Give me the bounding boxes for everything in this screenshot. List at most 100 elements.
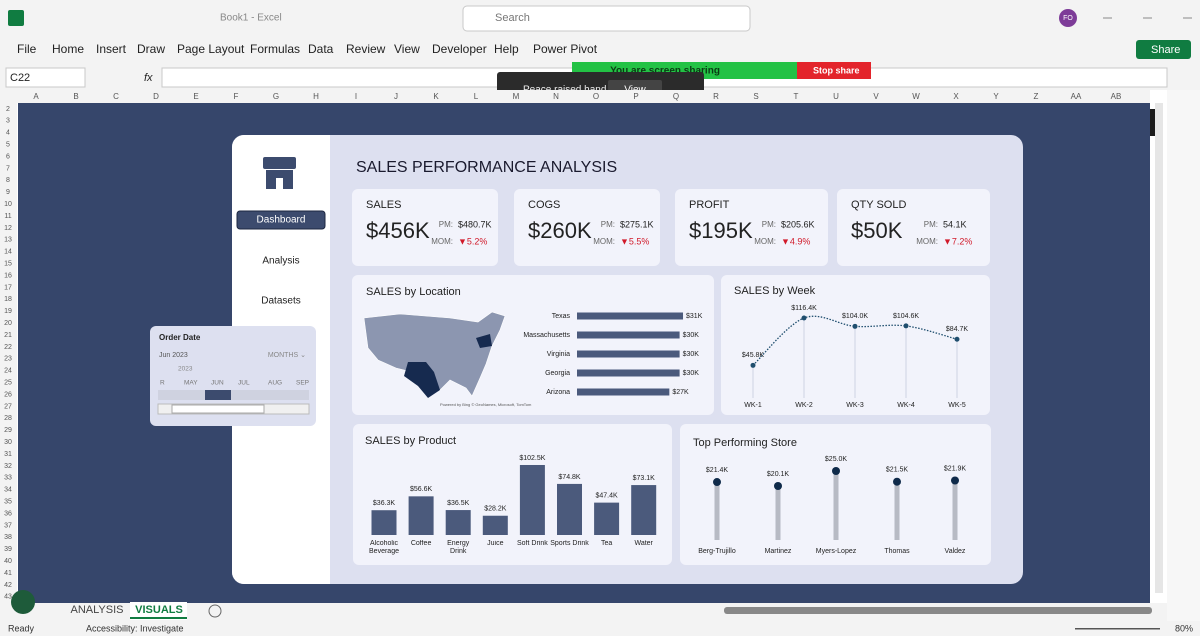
row-label: 7 (6, 165, 10, 172)
row-label: 32 (4, 463, 12, 470)
kpi-pm-label: PM: (924, 220, 938, 229)
row-label: 24 (4, 368, 12, 375)
ribbon-tab[interactable]: File (17, 42, 37, 56)
value-label: $21.9K (944, 465, 967, 472)
row-label: 9 (6, 189, 10, 196)
row-label: 38 (4, 534, 12, 541)
row-label: 4 (6, 130, 10, 137)
nav-active[interactable] (236, 210, 326, 230)
ribbon-tab[interactable]: Developer (432, 42, 487, 56)
row-label: 27 (4, 403, 12, 410)
sheet-tab[interactable]: ANALYSIS (71, 604, 124, 616)
kpi-pm-label: PM: (762, 220, 776, 229)
column-label: L (474, 92, 479, 101)
value-label: $47.4K (596, 492, 619, 499)
name-box[interactable] (5, 67, 86, 88)
bar (631, 485, 657, 535)
column-label: I (355, 92, 357, 101)
ribbon-tab[interactable]: Draw (137, 42, 165, 56)
category-label: Tea (600, 540, 613, 547)
search-box[interactable] (462, 5, 751, 32)
slicer-timeline[interactable] (158, 390, 309, 400)
row-label: 19 (4, 308, 12, 315)
slicer-month: JUL (238, 380, 250, 387)
edit-button[interactable] (11, 590, 35, 614)
status-accessibility[interactable]: Accessibility: Investigate (86, 623, 184, 633)
kpi-pm-label: PM: (439, 220, 453, 229)
scrollbar-horizontal[interactable] (724, 607, 1152, 614)
status-bar (0, 621, 1200, 636)
stop-share-button[interactable] (797, 62, 871, 79)
dashboard-title: SALES PERFORMANCE ANALYSIS (356, 159, 617, 176)
row-header (0, 103, 17, 603)
slicer-level[interactable]: MONTHS ⌄ (268, 352, 306, 359)
point (750, 362, 756, 368)
value-label: $84.7K (946, 326, 969, 333)
chart-title: SALES by Product (365, 435, 456, 447)
ribbon-tab[interactable]: Page Layout (177, 42, 245, 56)
ribbon-tab[interactable]: Help (494, 42, 519, 56)
column-label: AA (1071, 92, 1082, 101)
value-label: $20.1K (767, 471, 790, 478)
category-label: Sports Drink (550, 540, 589, 547)
row-label: 43 (4, 594, 12, 601)
category-label: Virginia (547, 351, 570, 358)
ribbon-tab[interactable]: Power Pivot (533, 42, 598, 56)
zoom-slider[interactable] (1075, 628, 1160, 630)
column-label: N (553, 92, 559, 101)
ribbon-tab[interactable]: Data (308, 42, 334, 56)
column-label: U (833, 92, 839, 101)
row-label: 18 (4, 296, 12, 303)
category-label: Myers-Lopez (816, 548, 857, 555)
share-label: Share (1151, 44, 1180, 56)
slicer-year: 2023 (178, 366, 193, 373)
nav-item[interactable]: Analysis (262, 256, 299, 267)
kpi-label: COGS (528, 199, 560, 211)
category-label-box: Alcoholic Beverage (369, 540, 399, 555)
avatar-initials: FO (1063, 15, 1073, 22)
row-label: 11 (4, 213, 11, 220)
scrollbar-vertical[interactable] (1155, 103, 1163, 593)
slicer-selection[interactable] (205, 390, 231, 400)
avatar[interactable] (1059, 9, 1077, 27)
kpi-card (837, 189, 990, 266)
row-label: 25 (4, 380, 12, 387)
column-label: X (953, 92, 959, 101)
bar (408, 496, 434, 535)
value-label: $56.6K (410, 486, 433, 493)
row-label: 29 (4, 427, 12, 434)
value-label: $31K (686, 313, 703, 320)
row-label: 30 (4, 439, 12, 446)
row-label: 3 (6, 118, 10, 125)
row-label: 31 (4, 451, 12, 458)
share-button[interactable] (1136, 40, 1191, 59)
nav-item[interactable]: Datasets (261, 296, 300, 307)
row-label: 28 (4, 415, 12, 422)
column-label: C (113, 92, 119, 101)
ribbon-tab[interactable]: Home (52, 42, 84, 56)
row-label: 2 (6, 106, 10, 113)
category-label-box: Sports Drink (550, 540, 589, 547)
category-label-box: Tea (600, 540, 613, 547)
kpi-pm: $480.7K (458, 219, 492, 229)
category-label: Texas (552, 313, 571, 320)
column-label: E (193, 92, 198, 101)
active-tab[interactable] (130, 602, 187, 620)
column-label: D (153, 92, 159, 101)
chart-title: SALES by Location (366, 286, 461, 298)
status-ready: Ready (8, 623, 35, 633)
sheet-tab[interactable]: VISUALS (135, 604, 183, 616)
ribbon-tab[interactable]: Formulas (250, 42, 300, 56)
nav-item[interactable]: Dashboard (257, 215, 306, 226)
value-label: $116.4K (791, 305, 817, 312)
add-sheet-button[interactable] (208, 604, 222, 618)
kpi-mom-label: MOM: (754, 237, 776, 246)
row-label: 14 (4, 249, 12, 256)
ribbon-tab[interactable]: Insert (96, 42, 127, 56)
row-label: 40 (4, 558, 12, 565)
ribbon-tab[interactable]: View (394, 42, 420, 56)
ribbon-tab[interactable]: Review (346, 42, 386, 56)
kpi-value: $260K (528, 218, 592, 243)
bar (577, 350, 680, 358)
